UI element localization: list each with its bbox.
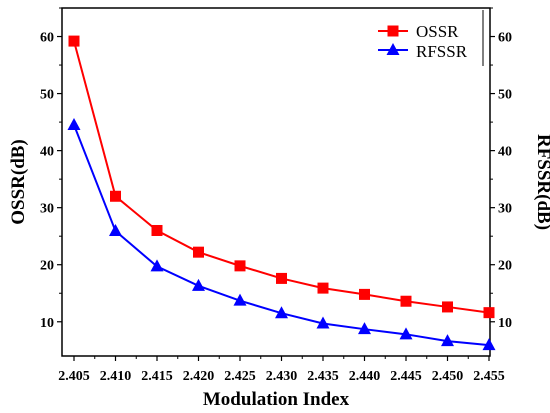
rfssr-point [192,278,205,291]
legend-rfssr-label: RFSSR [416,42,468,61]
ossr-point [68,35,80,47]
legend-ossr-marker [387,25,399,37]
right-y-tick-label: 60 [498,31,512,46]
x-tick-label: 2.410 [100,369,132,384]
left-y-axis-title: OSSR(dB) [8,139,29,225]
ossr-point [234,260,246,272]
x-tick-label: 2.440 [349,369,381,384]
right-y-axis: 10 20 30 40 50 60 [490,7,512,331]
rfssr-point [109,224,122,237]
rfssr-point [482,338,496,351]
series-layer [67,35,496,351]
x-tick-label: 2.435 [307,369,339,384]
x-tick-label: 2.450 [432,369,464,384]
left-y-axis: 10 20 30 40 50 60 [40,7,62,331]
ossr-point [151,224,163,236]
ossr-point [359,288,370,300]
ossr-point [442,301,453,313]
rfssr-point [316,316,330,329]
legend: OSSR RFSSR [378,10,484,66]
x-axis-title: Modulation Index [203,389,350,410]
left-y-tick-label: 10 [40,316,54,331]
left-y-tick-label: 60 [40,31,54,46]
x-tick-label: 2.425 [224,369,256,384]
ossr-point [483,307,495,319]
left-y-tick-label: 20 [40,259,54,274]
x-axis: 2.405 2.410 2.415 2.420 2.425 2.430 2.435 2.440… [58,356,505,384]
ossr-line [73,40,490,314]
rfssr-point [358,322,371,335]
left-y-tick-label: 30 [40,202,54,217]
ossr-point [400,295,412,307]
right-y-tick-label: 40 [498,145,512,160]
left-y-tick-label: 40 [40,145,54,160]
right-y-axis-title: RFSSR(dB) [533,134,550,230]
ossr-point [193,246,204,258]
rfssr-point [67,117,81,130]
left-y-tick-label: 50 [40,88,54,103]
rfssr-point [399,327,413,340]
plot-frame [61,7,491,357]
right-y-tick-label: 30 [498,202,512,217]
legend-rfssr-marker [386,43,400,55]
x-tick-label: 2.430 [266,369,298,384]
x-tick-label: 2.405 [58,369,90,384]
legend-ossr-label: OSSR [416,22,459,41]
rfssr-point [275,306,288,319]
rfssr-point [441,334,454,347]
rfssr-point [233,293,247,306]
ossr-point [110,190,121,202]
right-y-tick-label: 50 [498,88,512,103]
x-tick-label: 2.420 [183,369,215,384]
right-y-tick-label: 20 [498,259,512,274]
rfssr-point [150,259,164,272]
x-tick-label: 2.415 [141,369,173,384]
x-tick-label: 2.455 [473,369,505,384]
ossr-point [317,282,329,294]
ossr-point [276,272,287,284]
right-y-tick-label: 10 [498,316,512,331]
x-tick-label: 2.445 [390,369,422,384]
